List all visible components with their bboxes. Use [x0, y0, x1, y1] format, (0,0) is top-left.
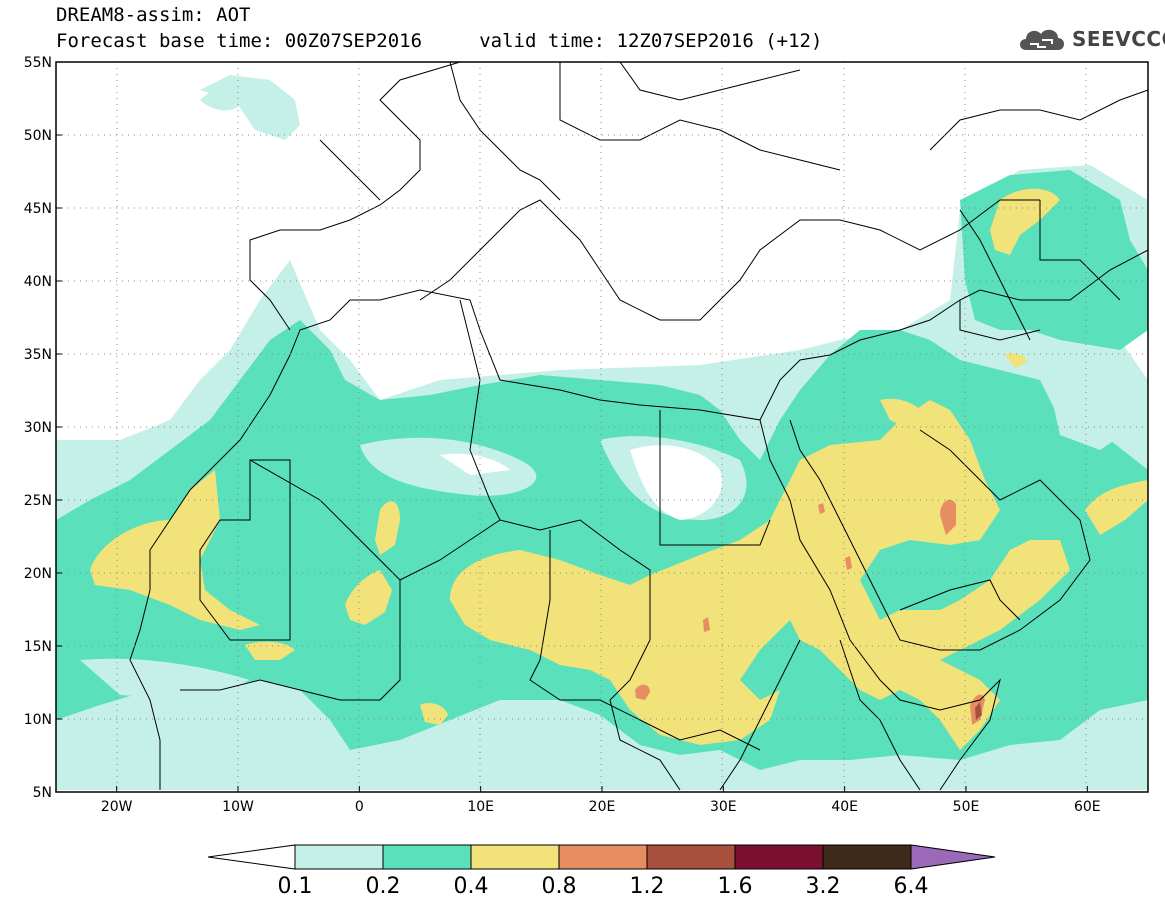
lat-tick-label: 55N — [24, 55, 52, 71]
longitude-ticks: 20W 10W 0 10E 20E 30E 40E 50E 60E — [101, 786, 1101, 815]
colorbar-label: 6.4 — [894, 874, 929, 899]
cloud-icon — [1020, 29, 1064, 50]
lat-tick-label: 20N — [24, 566, 52, 582]
colorbar-swatch — [822, 844, 912, 870]
lon-tick-label: 20E — [589, 799, 616, 815]
colorbar-swatch — [734, 844, 824, 870]
colorbar-swatch — [470, 844, 560, 870]
lat-tick-label: 15N — [24, 639, 52, 655]
lat-tick-label: 45N — [24, 201, 52, 217]
lon-tick-label: 10E — [467, 799, 494, 815]
lon-tick-label: 30E — [710, 799, 737, 815]
lat-tick-label: 40N — [24, 274, 52, 290]
lon-tick-label: 60E — [1074, 799, 1101, 815]
colorbar-label: 3.2 — [806, 874, 841, 899]
lat-tick-label: 5N — [33, 785, 52, 801]
colorbar-label: 1.2 — [630, 874, 665, 899]
lat-tick-label: 10N — [24, 712, 52, 728]
lon-tick-label: 40E — [831, 799, 858, 815]
lat-tick-label: 50N — [24, 128, 52, 144]
lon-tick-label: 50E — [953, 799, 980, 815]
colorbar-label: 0.8 — [542, 874, 577, 899]
lon-tick-label: 20W — [101, 799, 133, 815]
colorbar-swatch — [382, 844, 472, 870]
colorbar-label: 0.4 — [454, 874, 489, 899]
seevccc-logo: SEEVCCC — [1016, 22, 1165, 56]
latitude-ticks: 55N 50N 45N 40N 35N 30N 25N 20N 15N 10N 5N — [24, 55, 62, 801]
lat-tick-label: 25N — [24, 493, 52, 509]
colorbar-label: 0.1 — [278, 874, 313, 899]
forecast-time-info: Forecast base time: 00Z07SEP2016 valid t… — [56, 30, 823, 52]
colorbar-over-arrow — [910, 844, 996, 870]
lon-tick-label: 10W — [222, 799, 254, 815]
map-title: DREAM8-assim: AOT — [56, 4, 251, 26]
colorbar-labels: 0.1 0.2 0.4 0.8 1.2 1.6 3.2 6.4 — [278, 874, 929, 899]
colorbar-label: 1.6 — [718, 874, 753, 899]
colorbar-swatches — [207, 844, 996, 870]
logo-text: SEEVCCC — [1072, 27, 1165, 51]
colorbar-swatch — [558, 844, 648, 870]
lat-tick-label: 35N — [24, 347, 52, 363]
lat-tick-label: 30N — [24, 420, 52, 436]
colorbar-under-arrow — [207, 844, 296, 870]
colorbar-swatch — [646, 844, 736, 870]
graticule — [56, 62, 1148, 792]
colorbar-swatch — [294, 844, 384, 870]
colorbar-label: 0.2 — [366, 874, 401, 899]
lon-tick-label: 0 — [355, 799, 364, 815]
